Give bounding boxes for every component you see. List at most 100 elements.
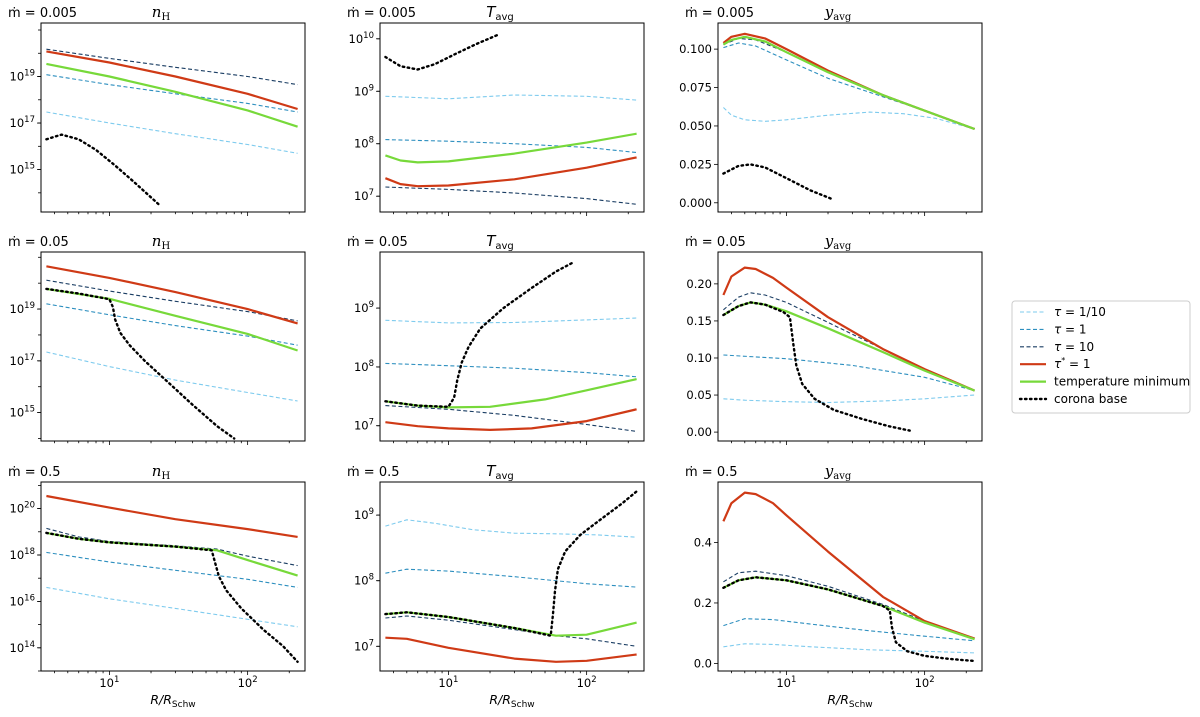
panel-title: yavg xyxy=(824,462,852,482)
series-corona xyxy=(722,576,976,663)
series-tmin xyxy=(46,62,298,128)
x-tick-label: 101 xyxy=(99,675,119,690)
series-tau1 xyxy=(385,568,637,588)
series-corona xyxy=(384,33,500,71)
y-tick-label: 1017 xyxy=(10,115,35,130)
y-tick-label: 107 xyxy=(354,418,374,433)
y-tick-label: 0.050 xyxy=(679,119,712,133)
y-tick-label: 1020 xyxy=(10,501,35,516)
plot-frame xyxy=(717,481,983,672)
series-tau10 xyxy=(385,186,637,205)
legend-label-taustar: τ* = 1 xyxy=(1054,356,1091,371)
mdot-label: ṁ = 0.05 xyxy=(685,235,746,250)
series-tau1 xyxy=(46,551,298,588)
y-tick-label: 108 xyxy=(354,359,374,374)
series-tau01 xyxy=(723,643,975,654)
y-tick-label: 1010 xyxy=(349,31,374,46)
legend: τ = 1/10 τ = 1 τ = 10 τ* = 1 temperature min… xyxy=(1011,300,1191,414)
series-group xyxy=(384,490,638,663)
y-tick-label: 0.20 xyxy=(686,277,712,291)
series-taustar xyxy=(384,156,637,188)
y-tick-label: 1019 xyxy=(10,69,35,84)
series-tmin xyxy=(46,287,298,352)
x-axis-label: R/RSchw xyxy=(827,692,872,710)
x-tick-label: 101 xyxy=(438,675,458,690)
series-group xyxy=(384,262,637,432)
y-tick-label: 1015 xyxy=(10,405,35,420)
series-tau10 xyxy=(385,405,637,432)
series-group xyxy=(384,33,637,205)
y-tick-label: 1014 xyxy=(10,640,35,655)
series-tau01 xyxy=(46,351,298,402)
series-tau1 xyxy=(723,354,975,392)
panel-title: nH xyxy=(152,3,171,23)
legend-label-tau10: τ = 10 xyxy=(1054,340,1094,354)
y-tick-label: 0.025 xyxy=(679,157,712,171)
plot-frame xyxy=(717,22,983,213)
panel-title: Tavg xyxy=(486,462,514,482)
mdot-label: ṁ = 0.5 xyxy=(685,465,738,480)
series-group xyxy=(45,48,298,207)
series-tau01 xyxy=(385,317,637,324)
series-group xyxy=(45,494,299,663)
series-tau10 xyxy=(385,615,637,647)
series-taustar xyxy=(385,636,637,663)
mdot-label: ṁ = 0.5 xyxy=(8,465,61,480)
x-tick-label: 102 xyxy=(915,675,935,690)
mdot-label: ṁ = 0.5 xyxy=(347,465,400,480)
mdot-label: ṁ = 0.005 xyxy=(8,6,77,21)
series-tau1 xyxy=(385,362,637,378)
series-taustar xyxy=(46,494,298,538)
plot-frame xyxy=(379,22,645,213)
legend-label-tmin: temperature minimum xyxy=(1054,375,1190,389)
y-tick-label: 0.075 xyxy=(679,81,712,95)
series-corona xyxy=(722,163,835,201)
mdot-label: ṁ = 0.005 xyxy=(347,6,416,21)
series-taustar xyxy=(722,266,976,392)
series-tmin xyxy=(46,531,298,577)
plot-frame xyxy=(40,22,306,213)
series-tmin xyxy=(722,301,976,392)
y-tick-label: 1018 xyxy=(10,547,35,562)
plot-frame xyxy=(717,251,983,442)
series-tau10 xyxy=(46,48,298,86)
plot-frame xyxy=(379,481,645,672)
series-corona xyxy=(45,531,299,663)
series-tau1 xyxy=(723,618,975,642)
y-tick-label: 0.00 xyxy=(686,425,712,439)
series-group xyxy=(722,32,975,201)
mdot-label: ṁ = 0.05 xyxy=(8,235,69,250)
series-group xyxy=(722,491,976,663)
mdot-label: ṁ = 0.005 xyxy=(685,6,754,21)
y-tick-label: 108 xyxy=(354,136,374,151)
series-corona xyxy=(45,133,161,207)
panel-title: nH xyxy=(152,462,171,482)
series-group xyxy=(45,265,298,440)
x-axis-label: R/RSchw xyxy=(489,692,534,710)
y-tick-label: 1015 xyxy=(10,162,35,177)
series-group xyxy=(722,266,976,432)
series-taustar xyxy=(722,491,975,640)
series-tau1 xyxy=(46,303,298,346)
series-corona xyxy=(384,262,573,408)
panel-p22: 101 102 R/RSchw 0.0 0.2 0.4 ṁ = 0.5 yavg xyxy=(685,462,983,710)
y-tick-label: 0.100 xyxy=(679,42,712,56)
y-tick-label: 1016 xyxy=(10,593,35,608)
y-tick-label: 0.4 xyxy=(694,535,712,549)
panel-title: yavg xyxy=(824,232,852,252)
y-tick-label: 0.2 xyxy=(694,596,712,610)
y-tick-label: 1017 xyxy=(10,353,35,368)
y-tick-label: 0.0 xyxy=(694,656,712,670)
y-tick-label: 109 xyxy=(354,83,374,98)
legend-label-tau1: τ = 1 xyxy=(1054,322,1087,336)
series-tmin xyxy=(385,611,637,637)
legend-frame xyxy=(1011,300,1191,414)
panel-p02: 0.000 0.025 0.050 0.075 0.100 ṁ = 0.005 yavg xyxy=(679,3,983,216)
panel-p20: 101 102 R/RSchw 1014 1016 1018 1020 ṁ = 0.5 nH xyxy=(8,462,306,710)
panel-title: nH xyxy=(152,232,171,252)
series-tau01 xyxy=(723,394,975,404)
panel-p00: 1015 1017 1019 ṁ = 0.005 nH xyxy=(8,3,306,216)
series-tmin xyxy=(722,35,975,131)
panel-p10: 1015 1017 1019 ṁ = 0.05 nH xyxy=(8,232,306,445)
y-tick-label: 1019 xyxy=(10,301,35,316)
